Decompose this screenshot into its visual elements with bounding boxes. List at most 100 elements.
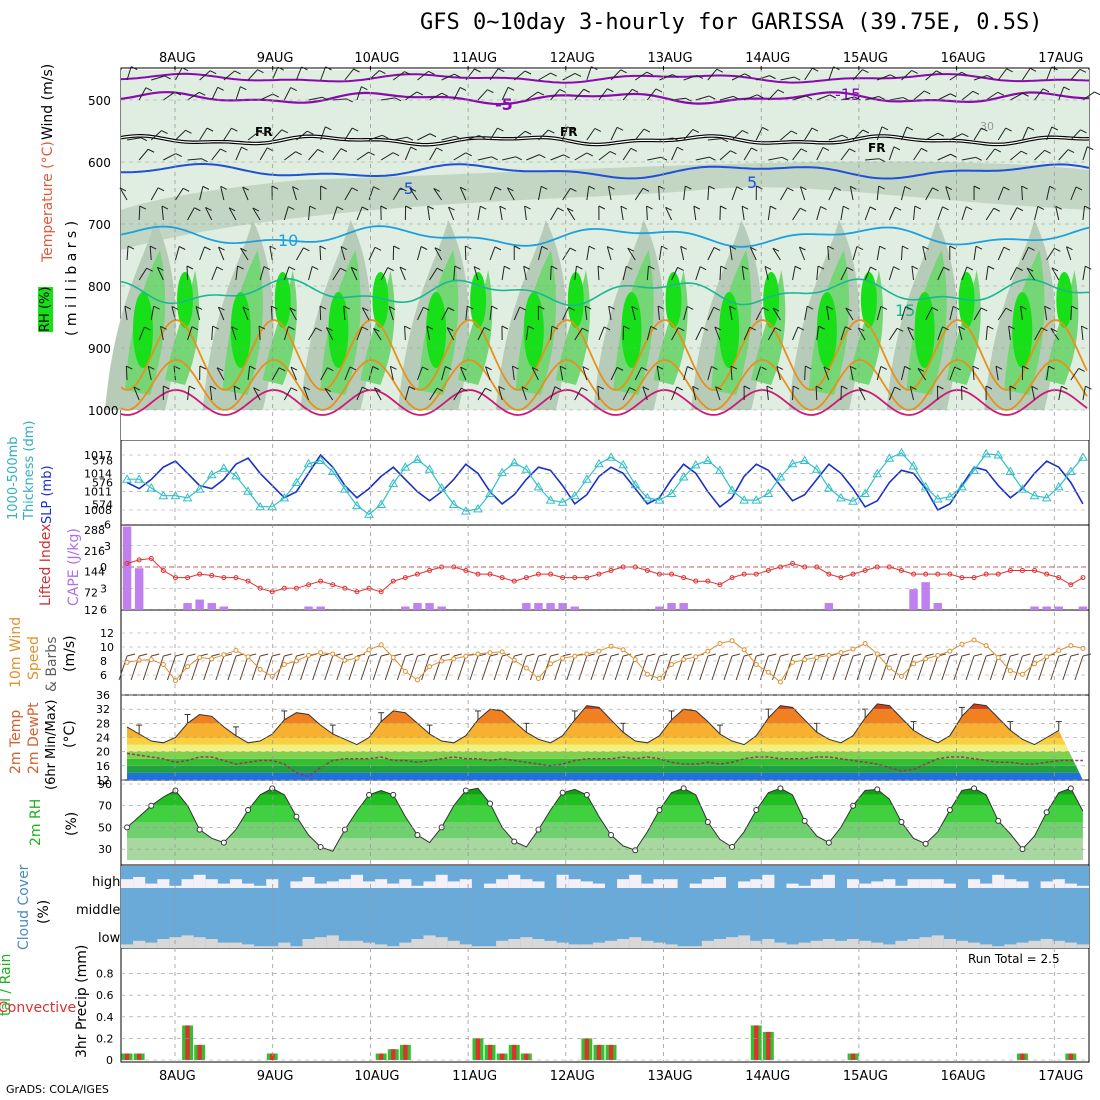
cloud-low-bar [350, 940, 363, 948]
wind-barb [223, 127, 232, 141]
wind-barb-flag [252, 207, 260, 212]
thickness-point [412, 454, 423, 463]
wind-barb-flag [237, 265, 244, 270]
wind-barb [683, 74, 698, 81]
surface-wind-barb [421, 655, 431, 681]
wind-barb-flag [1087, 146, 1094, 151]
wind-barb-flag [826, 305, 833, 310]
wind-barb [356, 326, 363, 341]
cloud-low-bar [1040, 939, 1053, 948]
wind-barb [513, 306, 521, 321]
day-label-top: 15AUG [843, 51, 888, 66]
li-point [233, 575, 239, 581]
wind-barb-flag [433, 187, 440, 192]
day-label-bottom: 10AUG [354, 1069, 399, 1084]
thickness-point [218, 463, 229, 472]
precip-conv-bar [850, 1053, 856, 1060]
slp-tick-label: 1008 [84, 504, 112, 517]
wind-barb-flag [797, 326, 805, 331]
wind-barb-flag [631, 88, 639, 93]
wind-barb [864, 266, 871, 281]
wind-barb-flag [818, 325, 825, 330]
cape-bar [570, 606, 579, 610]
wind-barb-flag [713, 247, 721, 251]
surface-wind-barb [602, 655, 612, 681]
wind-barb [584, 306, 588, 321]
wind-speed-point [584, 651, 590, 657]
cloud-high-bar [121, 879, 134, 888]
wind-barb-flag [1063, 86, 1070, 91]
cloud-high-bar [350, 874, 363, 888]
wind-barb [324, 388, 334, 401]
surface-wind-flag [151, 653, 160, 657]
cape-bar [401, 606, 410, 610]
day-label-top: 17AUG [1038, 51, 1083, 66]
wind-barb-flag [981, 127, 988, 132]
wind-barb [220, 186, 225, 201]
wind-barb-flag [380, 205, 388, 210]
wind-barb [427, 206, 431, 221]
wind-barb-flag [1050, 327, 1058, 332]
thickness-point [848, 496, 858, 505]
wind-speed-point [632, 657, 638, 663]
cape-bar [1078, 606, 1088, 610]
wind-barb-flag [292, 186, 299, 191]
wind-barb-flag [361, 326, 369, 331]
wind-barb [816, 147, 824, 161]
wind-barb [209, 386, 213, 401]
wind-barb [429, 92, 443, 101]
wind-barb-flag [217, 86, 224, 91]
wind-speed-point [1080, 645, 1086, 651]
wind-barb-flag [678, 327, 685, 332]
surface-wind-flag [260, 653, 269, 657]
wind-barb [828, 187, 836, 201]
wind-barb [973, 74, 988, 81]
wind-barb [792, 148, 802, 161]
wind-barb-flag [588, 245, 596, 250]
wind-barb [271, 129, 283, 141]
li-point [1068, 582, 1074, 588]
wind-barb [997, 186, 1004, 201]
cloud-low-bar [1076, 944, 1089, 948]
wind-speed-point [511, 657, 517, 663]
footer-credit: GrADS: COLA/IGES [6, 1083, 109, 1096]
contour-label-5: 5 [747, 173, 757, 192]
wind-speed-point [427, 664, 433, 670]
wind-barb-flag [823, 366, 831, 371]
wind-barb-flag [410, 146, 417, 151]
li-point [463, 568, 469, 574]
wind-barb-flag [548, 129, 555, 134]
precip-conv-bar [524, 1053, 529, 1060]
cloud-high-bar [217, 883, 230, 888]
wind-barb [393, 136, 408, 141]
wind-barb-flag [491, 156, 498, 161]
wind-speed-point [209, 656, 215, 662]
wind-barb [361, 307, 370, 321]
wind-barb-flag [563, 154, 570, 159]
cloud-low-bar [375, 944, 388, 948]
slp-label: SLP (mb) [40, 465, 55, 524]
cloud-high-bar [229, 879, 242, 888]
surface-wind-flag [913, 653, 922, 657]
wind-barb-flag [231, 127, 238, 132]
wind-barb-flag [130, 66, 138, 71]
wind-barb [1010, 92, 1023, 101]
wind-barb [925, 187, 933, 201]
wind-barb [658, 185, 660, 201]
precip-conv-bar [403, 1044, 408, 1060]
cloud-low-bar [847, 939, 860, 948]
wind-barb [900, 245, 903, 261]
wind-barb-flag [303, 386, 310, 391]
wind-barb-flag [512, 365, 519, 370]
wind-barb-flag [862, 69, 869, 74]
rh-point [922, 840, 929, 847]
wind-barb [284, 151, 296, 161]
wind-barb-flag [382, 134, 389, 139]
rh-bright-blob [567, 272, 584, 328]
thickness-point [920, 481, 931, 491]
wind-barb [610, 127, 618, 141]
wind-barb [1034, 149, 1045, 161]
wind-barb [344, 366, 351, 381]
cloud-high-bar [822, 874, 835, 888]
temp-band [127, 737, 1083, 745]
